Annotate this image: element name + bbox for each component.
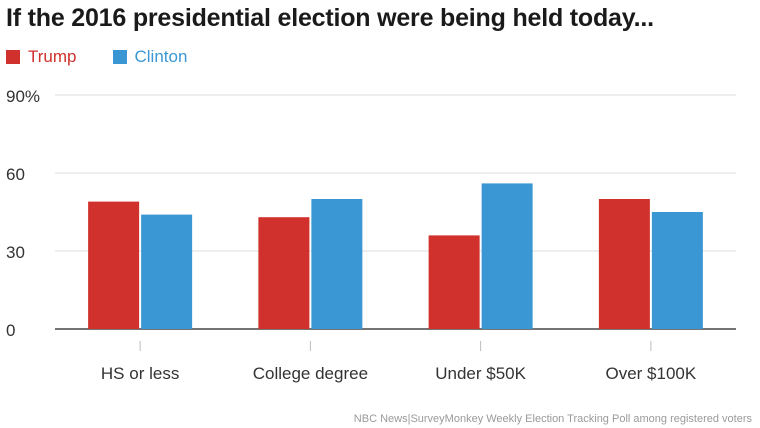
y-tick-label: 30 — [6, 243, 25, 262]
bar-clinton — [311, 199, 363, 329]
legend-item-trump: Trump — [6, 47, 77, 67]
legend-swatch-clinton — [112, 50, 127, 64]
x-tick-label: HS or less — [101, 364, 179, 383]
bar-clinton — [141, 214, 193, 329]
legend-label-clinton: Clinton — [134, 47, 188, 66]
bar-clinton — [651, 212, 703, 329]
y-tick-label: 90% — [6, 87, 40, 106]
y-tick-label: 60 — [6, 165, 25, 184]
bar-clinton — [481, 183, 533, 329]
x-tick-label: Over $100K — [606, 364, 697, 383]
y-tick-label: 0 — [6, 321, 15, 340]
source-note: NBC News|SurveyMonkey Weekly Election Tr… — [353, 413, 752, 425]
legend-swatch-trump — [6, 50, 20, 64]
legend: Trump Clinton — [6, 47, 187, 67]
chart-title: If the 2016 presidential election were b… — [6, 4, 654, 32]
bar-trump — [428, 235, 480, 329]
legend-item-clinton: Clinton — [112, 47, 188, 67]
bar-trump — [88, 201, 140, 329]
legend-label-trump: Trump — [28, 47, 77, 66]
x-tick-label: College degree — [253, 364, 368, 383]
bar-trump — [258, 217, 310, 329]
x-tick-label: Under $50K — [435, 364, 526, 383]
bar-trump — [598, 199, 650, 329]
